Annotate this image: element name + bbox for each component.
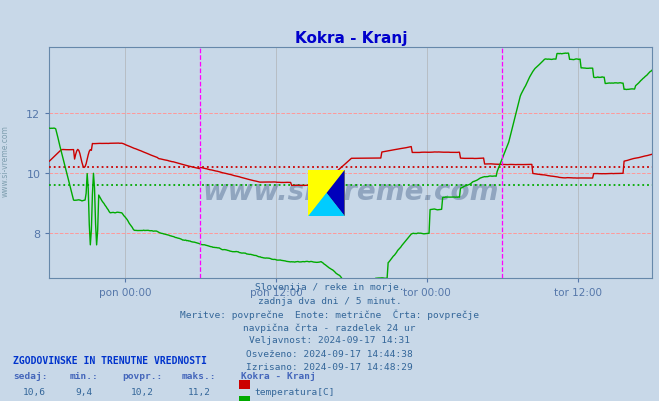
Text: Izrisano: 2024-09-17 14:48:29: Izrisano: 2024-09-17 14:48:29 [246, 362, 413, 371]
Text: Osveženo: 2024-09-17 14:44:38: Osveženo: 2024-09-17 14:44:38 [246, 349, 413, 358]
Text: ZGODOVINSKE IN TRENUTNE VREDNOSTI: ZGODOVINSKE IN TRENUTNE VREDNOSTI [13, 355, 207, 365]
Title: Kokra - Kranj: Kokra - Kranj [295, 30, 407, 46]
Polygon shape [327, 170, 345, 217]
Text: maks.:: maks.: [181, 371, 215, 380]
Polygon shape [308, 193, 345, 217]
Text: Veljavnost: 2024-09-17 14:31: Veljavnost: 2024-09-17 14:31 [249, 336, 410, 344]
Text: min.:: min.: [69, 371, 98, 380]
Text: povpr.:: povpr.: [122, 371, 162, 380]
Text: 10,2: 10,2 [130, 387, 154, 396]
Text: Slovenija / reke in morje.: Slovenija / reke in morje. [255, 283, 404, 292]
Text: 9,4: 9,4 [76, 387, 93, 396]
Polygon shape [308, 170, 345, 217]
Text: www.si-vreme.com: www.si-vreme.com [1, 125, 10, 196]
Text: Meritve: povprečne  Enote: metrične  Črta: povprečje: Meritve: povprečne Enote: metrične Črta:… [180, 309, 479, 320]
Text: navpična črta - razdelek 24 ur: navpična črta - razdelek 24 ur [243, 322, 416, 332]
Text: 10,6: 10,6 [23, 387, 46, 396]
Text: zadnja dva dni / 5 minut.: zadnja dva dni / 5 minut. [258, 296, 401, 305]
Text: 11,2: 11,2 [188, 387, 211, 396]
Text: temperatura[C]: temperatura[C] [254, 387, 335, 396]
Polygon shape [308, 193, 345, 217]
Text: Kokra - Kranj: Kokra - Kranj [241, 371, 315, 380]
Text: sedaj:: sedaj: [13, 371, 47, 380]
Text: www.si-vreme.com: www.si-vreme.com [203, 177, 499, 205]
